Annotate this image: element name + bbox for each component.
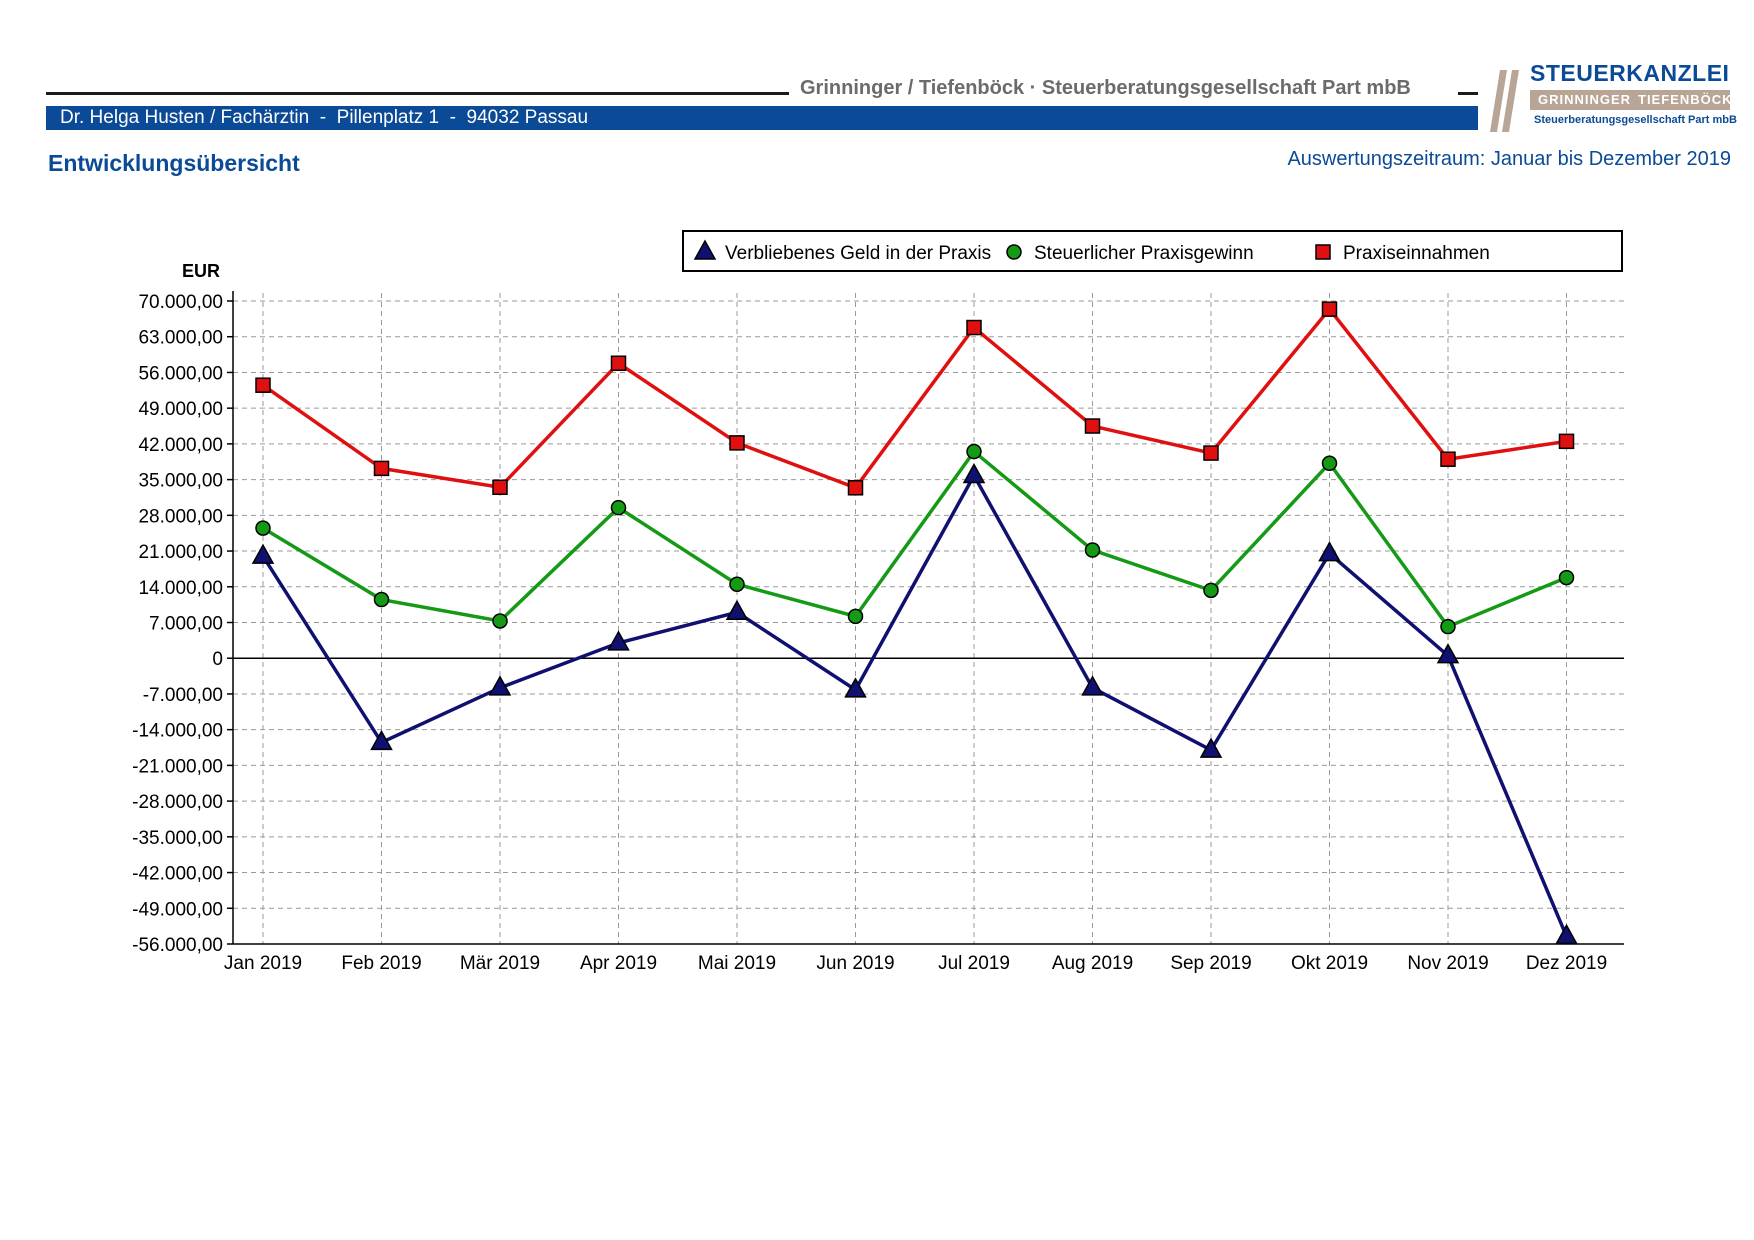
chart-legend: Verbliebenes Geld in der Praxis Steuerlic…	[682, 230, 1623, 272]
y-tick-label: 14.000,00	[138, 578, 223, 599]
data-point-square	[1440, 451, 1456, 467]
data-point-triangle	[1318, 541, 1341, 562]
firm-name: Grinninger / Tiefenböck · Steuerberatung…	[800, 77, 1411, 99]
data-point-square	[1321, 301, 1338, 317]
y-tick-label: 0	[212, 649, 223, 670]
data-point-square	[1558, 433, 1575, 450]
data-point-circle	[373, 591, 390, 608]
evaluation-period: Auswertungszeitraum: Januar bis Dezember…	[1287, 148, 1731, 170]
client-bar	[46, 106, 1478, 130]
firm-logo: STEUERKANZLEI GRINNINGER TIEFENBÖCK Steu…	[1490, 60, 1737, 132]
chart-grid	[233, 293, 1624, 945]
header-rule-left	[46, 92, 789, 95]
data-point-triangle	[607, 630, 630, 651]
y-tick-label: 7.000,00	[149, 614, 223, 635]
y-tick-label: 35.000,00	[138, 471, 223, 492]
x-tick-label: Jan 2019	[224, 953, 302, 974]
y-tick-label: -28.000,00	[132, 792, 223, 813]
data-point-triangle	[488, 675, 512, 696]
data-point-circle	[966, 443, 982, 460]
header-rule-right	[1458, 92, 1478, 95]
logo-title: STEUERKANZLEI	[1530, 60, 1730, 86]
client-info: Dr. Helga Husten / Fachärztin - Pillenpl…	[60, 107, 589, 128]
data-point-square	[729, 435, 745, 451]
logo-slash-icon	[1490, 70, 1519, 132]
chart-axes: 70.000,00 63.000,00 56.000,00 49.000,00 42.0…	[132, 261, 1624, 974]
y-tick-label: 21.000,00	[138, 542, 223, 563]
y-tick-label: 63.000,00	[138, 328, 223, 349]
x-tick-label: Feb 2019	[341, 953, 421, 974]
y-tick-label: 49.000,00	[138, 399, 223, 420]
legend-label: Steuerlicher Praxisgewinn	[1034, 243, 1254, 264]
logo-subtitle: Steuerberatungsgesellschaft Part mbB	[1534, 114, 1737, 126]
y-tick-label: 70.000,00	[138, 292, 223, 313]
logo-name-left: GRINNINGER	[1538, 92, 1632, 107]
data-point-triangle	[844, 677, 867, 698]
legend-box	[682, 230, 1623, 272]
x-tick-label: Apr 2019	[580, 953, 657, 974]
x-tick-label: Okt 2019	[1291, 953, 1368, 974]
y-tick-label: -7.000,00	[143, 685, 223, 706]
y-tick-label: -56.000,00	[132, 935, 223, 956]
data-point-circle	[610, 499, 627, 516]
chart-series	[251, 301, 1578, 945]
data-point-circle	[492, 613, 508, 629]
series-line-1	[262, 448, 1568, 629]
legend-label: Verbliebenes Geld in der Praxis	[725, 243, 991, 264]
data-point-square	[847, 480, 864, 496]
data-point-triangle	[1555, 923, 1578, 945]
y-tick-label: 28.000,00	[138, 506, 223, 527]
data-point-triangle	[962, 462, 986, 484]
data-point-square	[373, 460, 390, 477]
data-point-circle	[1440, 618, 1456, 635]
page-title: Entwicklungsübersicht	[48, 150, 300, 176]
series-line-0	[261, 471, 1569, 938]
x-tick-label: Nov 2019	[1407, 953, 1488, 974]
data-point-circle	[1203, 582, 1219, 599]
y-tick-label: -42.000,00	[132, 864, 223, 885]
data-point-triangle	[725, 599, 749, 621]
logo-name-right: TIEFENBÖCK	[1638, 92, 1733, 107]
data-point-triangle	[370, 729, 393, 751]
y-tick-label: 42.000,00	[138, 435, 223, 456]
data-point-square	[1203, 445, 1219, 461]
x-tick-label: Jul 2019	[938, 953, 1010, 974]
y-tick-label: -14.000,00	[132, 721, 223, 742]
data-point-square	[255, 377, 271, 393]
legend-marker-triangle	[693, 239, 717, 260]
data-point-circle	[847, 608, 864, 625]
data-point-triangle	[1199, 737, 1223, 758]
legend-marker-circle	[1006, 244, 1022, 260]
y-tick-label: -35.000,00	[132, 828, 223, 849]
y-tick-label: -21.000,00	[132, 756, 223, 777]
data-point-square	[966, 319, 982, 336]
logo-band: GRINNINGER TIEFENBÖCK	[1530, 90, 1733, 110]
data-point-square	[492, 479, 508, 496]
data-point-circle	[1321, 455, 1338, 472]
data-point-triangle	[1081, 675, 1104, 696]
data-point-circle	[1084, 542, 1101, 558]
x-tick-label: Jun 2019	[816, 953, 894, 974]
y-axis-label: EUR	[182, 261, 220, 281]
y-tick-label: -49.000,00	[132, 899, 223, 920]
data-point-triangle	[251, 543, 275, 564]
data-point-circle	[729, 576, 745, 592]
y-tick-label: 56.000,00	[138, 363, 223, 384]
data-point-circle	[1558, 569, 1575, 586]
data-point-triangle	[1436, 643, 1460, 664]
x-tick-label: Aug 2019	[1052, 953, 1133, 974]
x-tick-label: Sep 2019	[1170, 953, 1251, 974]
x-tick-label: Mai 2019	[698, 953, 776, 974]
x-tick-label: Dez 2019	[1526, 953, 1607, 974]
data-point-square	[1084, 418, 1101, 434]
data-point-square	[610, 355, 627, 372]
legend-label: Praxiseinnahmen	[1343, 243, 1490, 264]
series-line-2	[261, 306, 1567, 490]
x-tick-label: Mär 2019	[460, 953, 540, 974]
legend-marker-square	[1315, 244, 1331, 260]
data-point-circle	[255, 520, 271, 536]
